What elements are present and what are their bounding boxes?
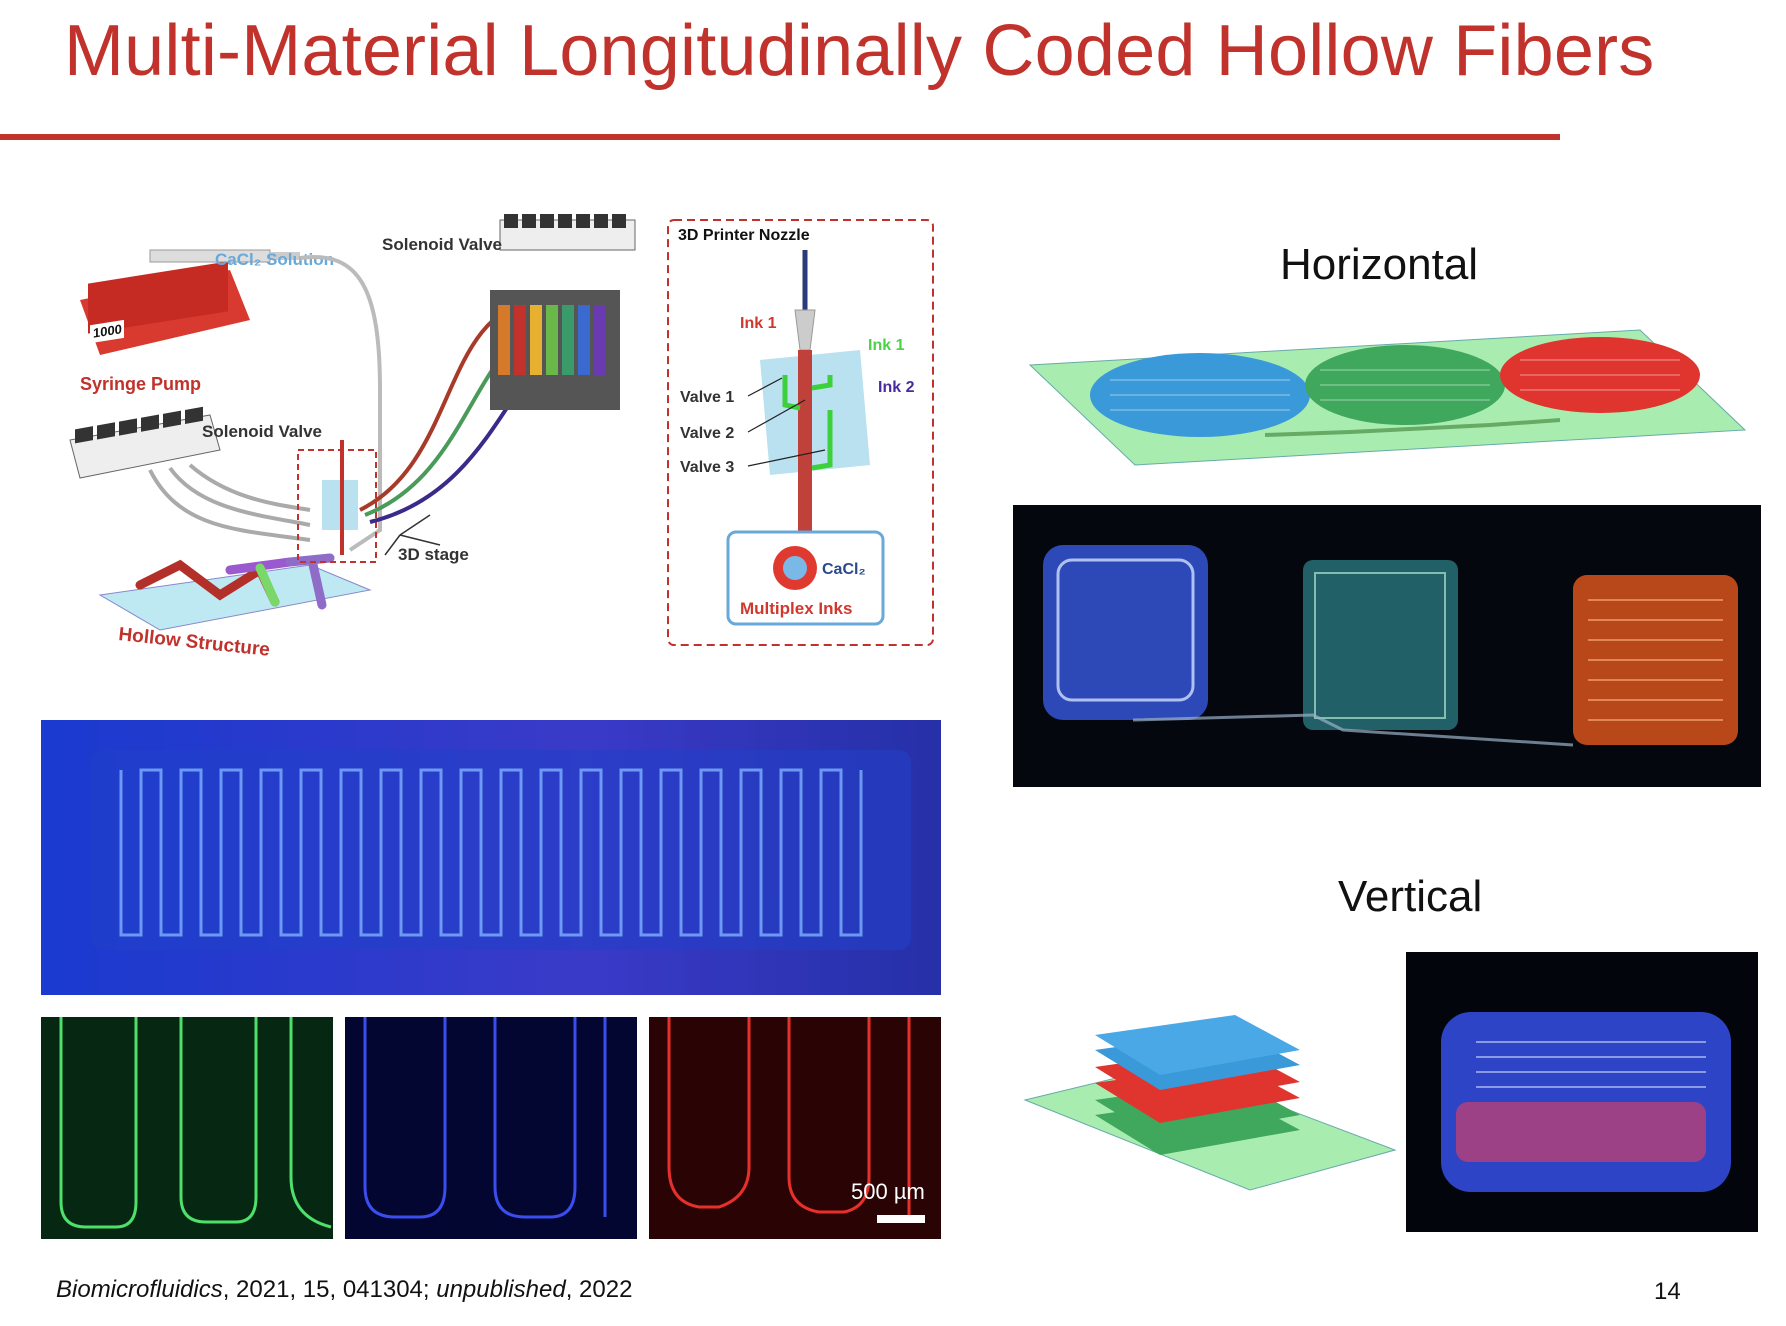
cacl2-lumen-label: CaCl₂ bbox=[822, 561, 866, 578]
solenoid-valve-top-label: Solenoid Valve bbox=[382, 235, 502, 254]
ink-reservoirs bbox=[498, 305, 606, 375]
vertical-3d-render bbox=[1023, 1015, 1397, 1191]
3d-stage-label: 3D stage bbox=[398, 545, 469, 564]
multiplex-inks-label: Multiplex Inks bbox=[740, 599, 852, 618]
syringe-pump-display bbox=[90, 319, 124, 344]
horizontal-photo-content bbox=[1043, 545, 1738, 747]
connecting-fiber bbox=[1264, 418, 1561, 437]
solenoid-valve-top-caps bbox=[504, 214, 626, 228]
cacl2-solution-label: CaCl₂ Solution bbox=[215, 250, 334, 269]
gray-tube-1 bbox=[148, 469, 311, 542]
orange-block-lines bbox=[1588, 599, 1723, 721]
blue-fiber-block bbox=[1090, 353, 1310, 437]
valve2-leader bbox=[747, 399, 806, 433]
green-fiber-block bbox=[1305, 345, 1505, 425]
valve3-channel bbox=[811, 410, 833, 471]
hollow-structure-bar-green bbox=[255, 563, 280, 607]
citation: Biomicrofluidics, 2021, 15, 041304; unpu… bbox=[56, 1276, 632, 1304]
slide-title: Multi-Material Longitudinally Coded Holl… bbox=[64, 11, 1655, 91]
serpentine-fiber bbox=[119, 768, 863, 937]
red-fiber-block bbox=[1500, 337, 1700, 413]
valve2-channel bbox=[811, 375, 833, 391]
vertical-red-layer bbox=[1456, 1102, 1706, 1162]
ink2-label: Ink 2 bbox=[878, 379, 915, 396]
vertical-top-lines bbox=[1476, 1041, 1706, 1088]
nozzle-highlight-box bbox=[297, 449, 377, 563]
syringe-pump-face bbox=[88, 261, 228, 334]
blue-fiber-loops bbox=[363, 1017, 607, 1219]
gray-tube-3 bbox=[188, 463, 311, 512]
nozzle-red-core bbox=[798, 350, 812, 540]
green-micrograph-content bbox=[59, 1017, 332, 1229]
vertical-heading: Vertical bbox=[1338, 872, 1483, 921]
valve2-label: Valve 2 bbox=[680, 425, 734, 442]
scale-bar bbox=[877, 1215, 925, 1223]
valve3-label: Valve 3 bbox=[680, 459, 734, 476]
blue-block-outline bbox=[1056, 558, 1195, 702]
nozzle-valve-block bbox=[760, 350, 870, 475]
pump-display-value: 1000 bbox=[93, 321, 122, 340]
blue-glow-block bbox=[1043, 545, 1208, 720]
horizontal-3d-render bbox=[1028, 329, 1747, 466]
gray-tube-2 bbox=[168, 466, 311, 527]
fiber-texture-lines bbox=[1110, 359, 1680, 411]
ink1-red-label: Ink 1 bbox=[740, 315, 777, 332]
solenoid-valve-left-label: Solenoid Valve bbox=[202, 422, 322, 441]
hollow-structure-letter-t bbox=[285, 553, 335, 610]
valve1-label: Valve 1 bbox=[680, 389, 734, 406]
connecting-fiber-glow bbox=[1132, 713, 1574, 747]
valve1-leader bbox=[747, 377, 783, 397]
horizontal-heading: Horizontal bbox=[1280, 240, 1479, 289]
hollow-structure-label: Hollow Structure bbox=[117, 624, 270, 661]
blue-layer-top bbox=[1095, 1015, 1300, 1075]
cacl2-tube bbox=[299, 255, 382, 552]
syringe-pump-label: Syringe Pump bbox=[80, 374, 201, 394]
valve3-leader bbox=[747, 449, 826, 467]
valve1-channel bbox=[782, 375, 801, 411]
blue-channel-micrograph bbox=[345, 1017, 637, 1239]
ink1-green-label: Ink 1 bbox=[868, 337, 905, 354]
red-micrograph-content bbox=[667, 1017, 925, 1223]
scale-bar-label: 500 µm bbox=[851, 1179, 925, 1204]
overview-micrograph-content bbox=[41, 720, 941, 995]
syringe-plunger bbox=[270, 252, 300, 260]
title-divider bbox=[0, 134, 1560, 140]
green-glow-block bbox=[1303, 560, 1458, 730]
vertical-photo-content bbox=[1441, 1012, 1731, 1192]
red-fiber-loops bbox=[667, 1017, 911, 1217]
nozzle-panel-title: 3D Printer Nozzle bbox=[678, 227, 810, 244]
citation-journal: Biomicrofluidics bbox=[56, 1276, 223, 1303]
page-number: 14 bbox=[1654, 1278, 1681, 1305]
blue-micrograph-content bbox=[363, 1017, 607, 1219]
cross-section-lumen bbox=[783, 556, 807, 580]
green-channel-micrograph bbox=[41, 1017, 333, 1239]
red-channel-micrograph: 500 µm bbox=[649, 1017, 941, 1239]
vertical-fluorescence-photo bbox=[1406, 952, 1758, 1232]
solenoid-valve-left-caps bbox=[75, 406, 203, 444]
printing-setup-schematic: Hollow Structure 1000 Syringe Pump CaCl₂… bbox=[69, 214, 934, 661]
green-fiber-loops bbox=[59, 1017, 332, 1229]
axis-arrows-icon bbox=[384, 514, 441, 556]
green-block-outline bbox=[1314, 572, 1446, 719]
horizontal-fluorescence-photo bbox=[1013, 505, 1761, 787]
citation-year: , 2022 bbox=[565, 1276, 633, 1303]
citation-note: unpublished bbox=[436, 1276, 566, 1303]
citation-details: , 2021, 15, 041304; bbox=[222, 1276, 437, 1303]
fiber-overview-micrograph bbox=[41, 720, 941, 995]
hollow-structure-plate bbox=[98, 564, 372, 631]
